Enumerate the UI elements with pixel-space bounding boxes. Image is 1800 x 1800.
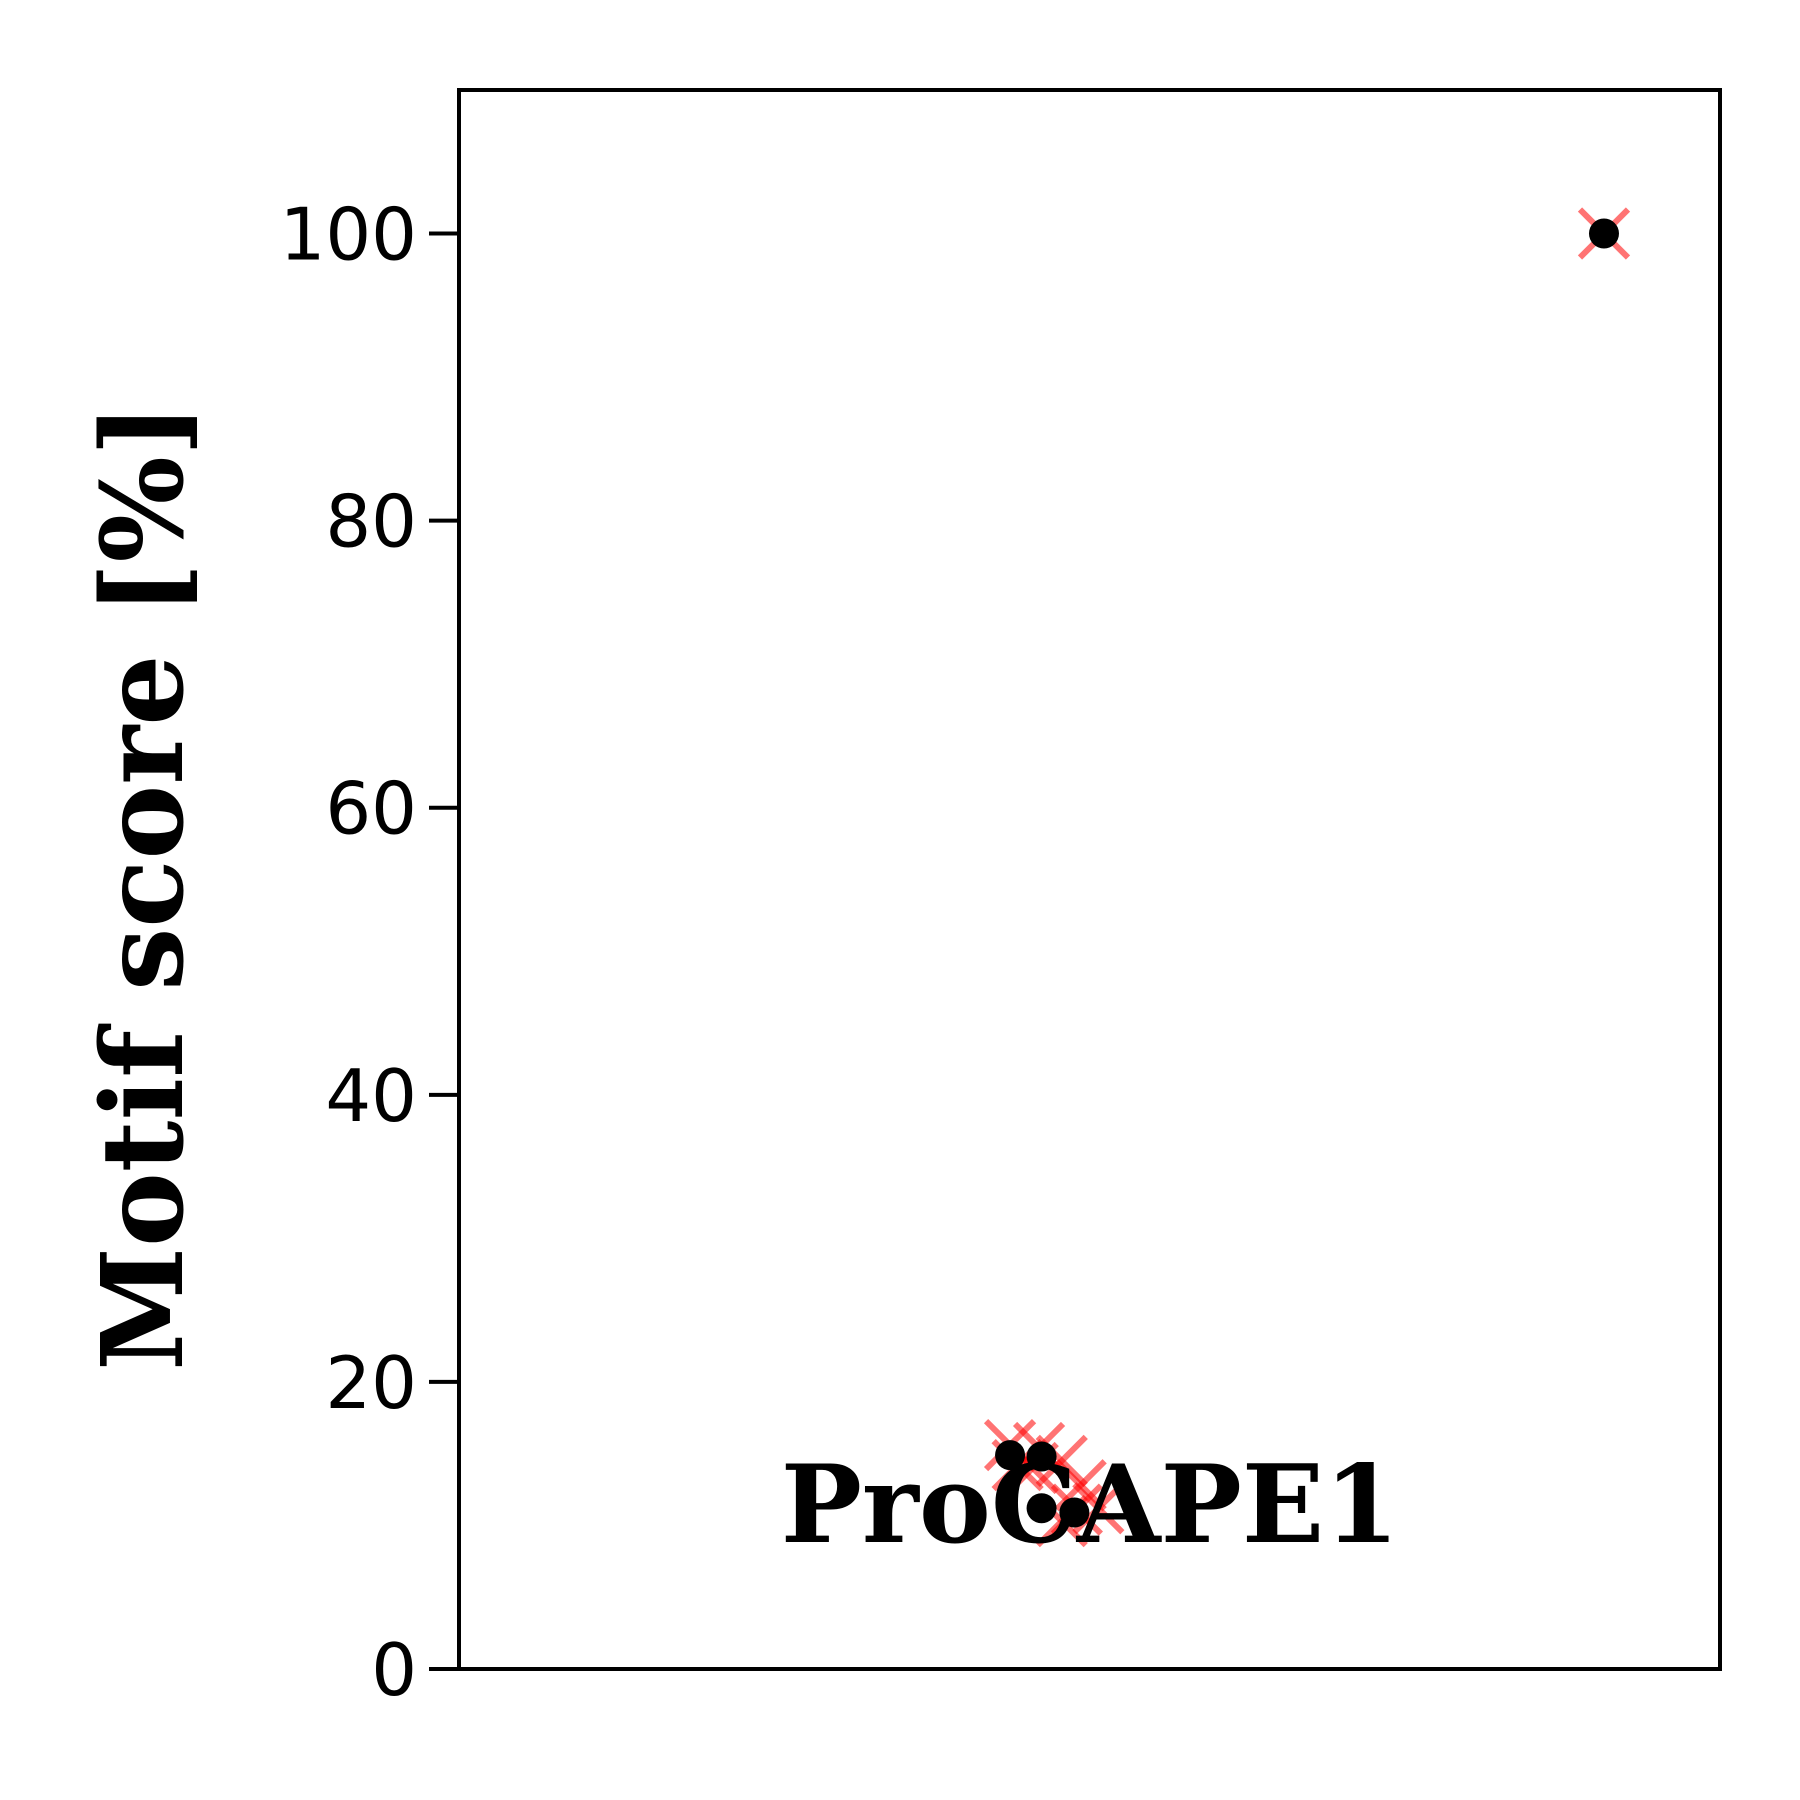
y-tick-label: 20 bbox=[325, 1341, 417, 1425]
plot-frame bbox=[457, 88, 1722, 1671]
dot-marker-point bbox=[1588, 218, 1619, 249]
annotation-label: ProCAPE1 bbox=[781, 1442, 1400, 1568]
dot-marker-point bbox=[995, 1440, 1026, 1471]
y-tick-label: 40 bbox=[325, 1054, 417, 1138]
plot-layer bbox=[983, 207, 1631, 1548]
dot-marker-point bbox=[1059, 1497, 1090, 1528]
dot-marker-point bbox=[1026, 1441, 1057, 1472]
y-axis: 0 20 40 60 80 100 bbox=[280, 193, 459, 1712]
dot-marker-point bbox=[1026, 1493, 1057, 1524]
y-tick-label: 80 bbox=[325, 480, 417, 564]
y-tick-label: 60 bbox=[325, 767, 417, 851]
y-axis-label: Motif score [%] bbox=[78, 403, 209, 1371]
y-tick-label: 100 bbox=[280, 193, 417, 277]
y-tick-label: 0 bbox=[371, 1628, 417, 1712]
